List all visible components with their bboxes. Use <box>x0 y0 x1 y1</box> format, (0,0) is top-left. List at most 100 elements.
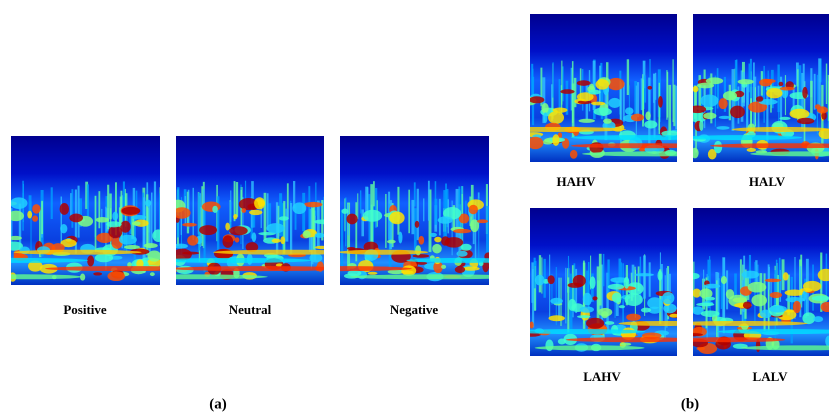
streak <box>573 77 577 108</box>
streak <box>416 188 419 241</box>
streak <box>345 197 347 247</box>
blob <box>147 250 160 262</box>
streak <box>746 84 749 142</box>
blob <box>11 210 24 222</box>
blob <box>730 105 745 119</box>
band <box>213 249 324 255</box>
band <box>693 135 803 141</box>
blob <box>314 245 324 250</box>
blob <box>820 301 829 313</box>
blob <box>27 210 33 219</box>
blob <box>251 232 257 242</box>
blob <box>577 100 592 105</box>
blob <box>278 216 289 221</box>
streak <box>561 60 563 105</box>
blob <box>696 302 715 307</box>
blob <box>626 313 641 321</box>
streak <box>778 257 781 293</box>
blob <box>11 241 23 251</box>
blob <box>661 130 677 137</box>
streak <box>634 81 637 117</box>
blob <box>720 276 728 285</box>
streak <box>50 187 53 220</box>
streak <box>389 200 393 249</box>
blob <box>764 278 782 283</box>
blob <box>28 260 43 272</box>
streak <box>653 73 655 103</box>
band <box>571 143 677 149</box>
streak <box>187 189 190 229</box>
streak <box>634 266 636 294</box>
blob <box>598 307 613 317</box>
band <box>534 345 645 351</box>
blob <box>792 300 801 314</box>
streak <box>716 68 719 109</box>
blob <box>647 85 653 90</box>
streak <box>308 186 311 230</box>
streak <box>606 272 609 332</box>
band <box>11 257 89 263</box>
blob <box>414 220 420 228</box>
streak <box>244 180 247 209</box>
blob <box>669 313 677 318</box>
blob <box>607 77 625 91</box>
blob <box>398 231 403 244</box>
blob <box>778 81 784 87</box>
band <box>693 320 808 326</box>
blob <box>149 272 155 277</box>
blob <box>579 306 594 313</box>
streak <box>754 261 756 325</box>
streak <box>726 270 729 310</box>
streak <box>359 190 362 214</box>
blob <box>456 250 468 257</box>
streak <box>648 77 651 144</box>
streak <box>461 194 463 224</box>
streak <box>357 193 359 220</box>
streak <box>549 254 551 319</box>
blob <box>241 208 247 213</box>
streak <box>413 208 417 260</box>
blob <box>578 118 595 123</box>
streak <box>734 60 738 116</box>
streak <box>766 86 769 142</box>
streak <box>290 202 293 257</box>
blob <box>541 103 549 114</box>
streak <box>552 62 554 98</box>
blob <box>412 254 430 258</box>
streak <box>374 188 378 228</box>
blob <box>143 243 158 249</box>
streak <box>586 270 590 305</box>
blob <box>603 118 612 124</box>
blob <box>644 120 658 129</box>
streak <box>268 203 272 227</box>
blob <box>187 235 199 246</box>
streak <box>658 82 661 134</box>
streak <box>667 273 671 300</box>
streak <box>759 273 763 315</box>
blob <box>118 234 137 245</box>
streak <box>602 253 605 287</box>
streak <box>659 269 662 324</box>
streak <box>575 268 578 314</box>
blob <box>80 273 86 281</box>
streak <box>693 85 697 119</box>
blob <box>433 261 443 274</box>
blob <box>59 203 70 215</box>
band <box>565 337 677 343</box>
streak <box>22 183 24 211</box>
blob <box>145 199 152 207</box>
blob <box>657 270 663 281</box>
blob <box>476 219 489 224</box>
band <box>582 151 677 157</box>
streak <box>233 181 236 222</box>
streak <box>98 191 101 229</box>
streak <box>739 259 742 315</box>
streak <box>198 192 201 251</box>
blob <box>389 211 405 225</box>
streak <box>763 65 765 123</box>
streak <box>596 266 600 324</box>
blob <box>176 207 191 219</box>
streak <box>538 255 542 293</box>
blob <box>201 201 221 212</box>
